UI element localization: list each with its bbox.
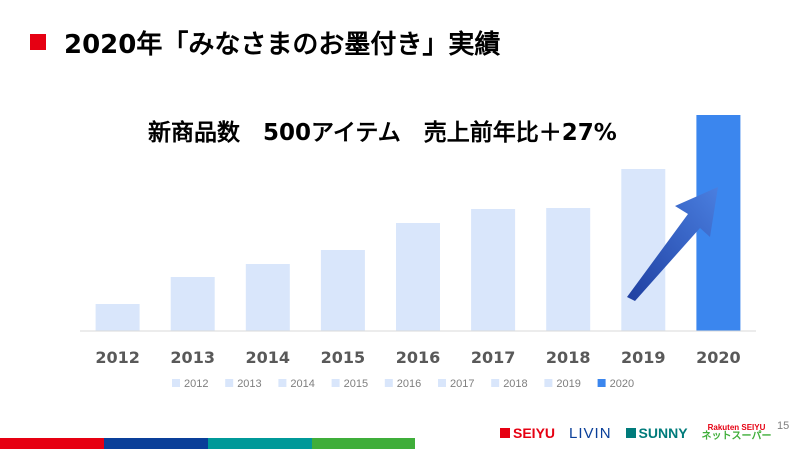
trend-arrow-icon: [627, 187, 718, 301]
legend-label-2020: 2020: [610, 378, 634, 390]
title-marker-icon: [30, 34, 46, 50]
seiyu-logo-text: SEIYU: [513, 425, 556, 441]
legend-swatch-2013: [225, 379, 234, 387]
bar-2015: [320, 250, 365, 331]
brand-bar-navy: [104, 438, 208, 449]
page-number: 15: [777, 420, 790, 432]
title-row: 2020年「みなさまのお墨付き」実績: [30, 22, 500, 62]
bar-2016: [396, 223, 440, 331]
legend-label-2015: 2015: [344, 378, 368, 390]
x-tick-label-2019: 2019: [621, 348, 666, 367]
brand-color-bar: [0, 438, 415, 449]
legend: 2012 2013 2014 2015 2016 2017 2018 2019 2020: [172, 378, 634, 390]
bar-2018: [546, 208, 591, 331]
livin-logo-text: LIVIN: [569, 424, 612, 442]
chart-annotation: 新商品数 500アイテム 売上前年比＋27%: [148, 120, 617, 146]
x-tick-label-2017: 2017: [471, 348, 516, 367]
legend-label-2016: 2016: [397, 378, 421, 390]
sunny-logo: SUNNY: [625, 425, 688, 441]
rakuten-logo-top: Rakuten SEIYU: [707, 423, 766, 432]
bar-2019: [621, 169, 666, 331]
x-tick-label-2016: 2016: [396, 348, 441, 367]
seiyu-square-icon: [500, 428, 510, 438]
bar-2017: [471, 209, 516, 331]
tick-labels-group: 2012 2013 2014 2015 2016 2017 2018 2019 2020: [95, 348, 740, 367]
legend-label-2014: 2014: [290, 378, 314, 390]
brand-bar-red: [0, 438, 104, 449]
x-tick-label-2018: 2018: [546, 348, 591, 367]
legend-swatch-2014: [278, 379, 287, 387]
legend-swatch-2018: [491, 379, 500, 387]
legend-swatch-2020: [597, 379, 606, 387]
x-tick-label-2020: 2020: [696, 348, 741, 367]
legend-swatch-2019: [544, 379, 553, 387]
sunny-logo-text: SUNNY: [638, 425, 688, 441]
brand-logos: SEIYU LIVIN SUNNY Rakuten SEIYU ネットスーパー: [500, 418, 771, 448]
bar-2014: [245, 264, 290, 331]
legend-swatch-2016: [384, 379, 393, 387]
legend-label-2018: 2018: [503, 378, 527, 390]
legend-swatch-2017: [438, 379, 446, 387]
rakuten-seiyu-logo: Rakuten SEIYU ネットスーパー: [702, 424, 772, 442]
bar-2013: [170, 277, 215, 331]
rakuten-logo-bottom: ネットスーパー: [701, 431, 772, 442]
x-tick-label-2014: 2014: [246, 348, 291, 367]
legend-swatch-2015: [331, 379, 340, 387]
slide-title: 2020年「みなさまのお墨付き」実績: [64, 29, 501, 60]
legend-swatch-2012: [172, 379, 180, 387]
legend-label-2013: 2013: [237, 378, 261, 390]
seiyu-logo: SEIYU: [500, 425, 555, 441]
legend-label-2012: 2012: [184, 378, 208, 390]
bars-group: [95, 115, 741, 331]
x-tick-label-2013: 2013: [170, 348, 215, 367]
x-tick-label-2015: 2015: [321, 348, 366, 367]
brand-bar-green: [312, 438, 415, 449]
legend-label-2017: 2017: [450, 378, 474, 390]
sunny-square-icon: [625, 428, 636, 438]
legend-label-2019: 2019: [556, 378, 580, 390]
x-tick-label-2012: 2012: [95, 348, 140, 367]
livin-logo: LIVIN: [569, 425, 612, 442]
brand-bar-teal: [208, 438, 312, 449]
bar-2012: [95, 304, 140, 331]
